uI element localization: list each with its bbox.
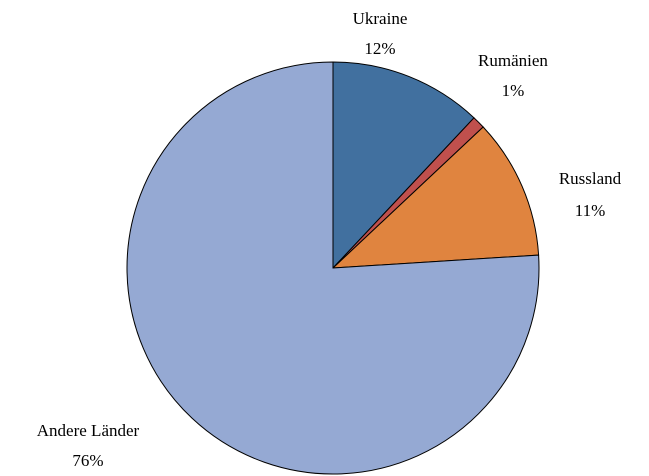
slice-label: Rumänien (478, 51, 548, 70)
slice-label: Russland (559, 169, 622, 188)
slice-label: Andere Länder (37, 421, 140, 440)
slice-label: Ukraine (353, 9, 408, 28)
slice-value-label: 1% (502, 81, 525, 100)
pie-slice (332, 61, 475, 270)
pie-slice (331, 126, 540, 269)
slice-value-label: 12% (364, 39, 395, 58)
slice-value-label: 76% (72, 451, 103, 470)
pie-slice (126, 61, 540, 475)
slice-value-label: 11% (575, 201, 606, 220)
